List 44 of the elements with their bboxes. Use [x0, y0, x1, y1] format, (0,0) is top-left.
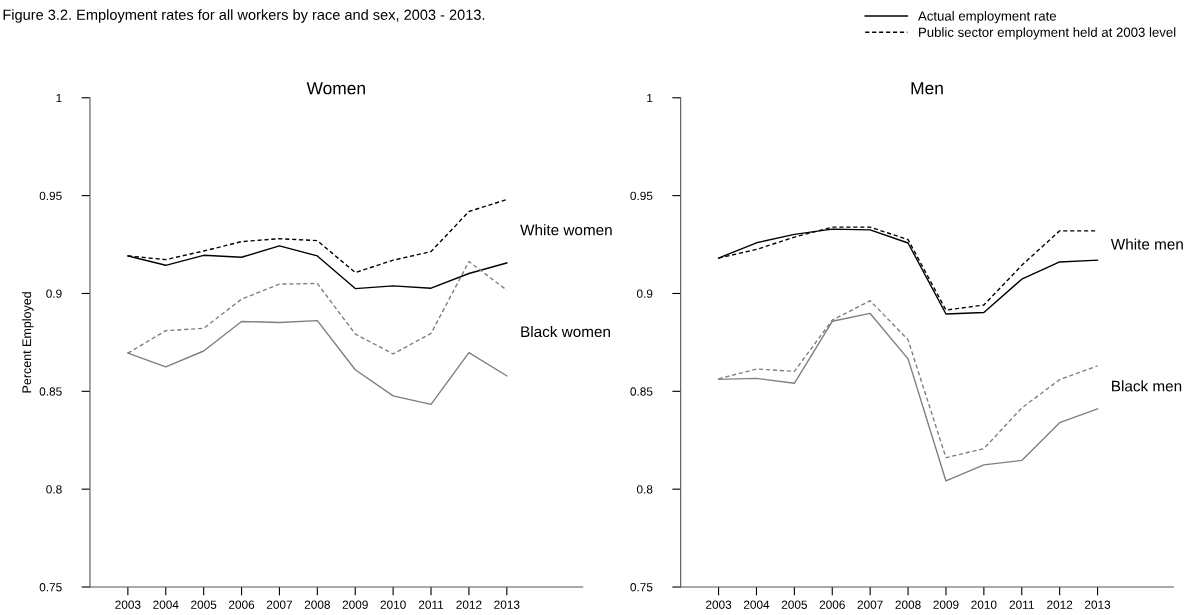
- series-label: White men: [1110, 238, 1183, 250]
- y-tick-label: 0.95: [630, 191, 653, 201]
- text: Black women: [521, 325, 610, 338]
- y-tick-label: 0.85: [630, 387, 653, 396]
- x-tick-label: 2008: [304, 600, 330, 609]
- x-tick-label: 2004: [743, 600, 770, 609]
- y-tick-label: 0.8: [636, 485, 653, 494]
- y-tick-label: 1: [647, 93, 653, 103]
- text: Public sector employment held at 2003 level: [919, 27, 1176, 40]
- x-tick-label: 2012: [1047, 600, 1073, 609]
- x-tick-label: 2013: [1085, 600, 1111, 609]
- chart-title: Men: [911, 82, 943, 95]
- x-tick-label: 2006: [229, 600, 255, 609]
- series-label: Black men: [1112, 380, 1182, 392]
- x-tick-label: 2003: [706, 600, 732, 609]
- x-tick-label: 2007: [266, 600, 292, 609]
- chart-title: Women: [306, 82, 365, 95]
- x-tick-label: 2010: [380, 600, 406, 609]
- x-tick-label: 2003: [115, 600, 141, 609]
- x-tick-label: 2008: [895, 600, 921, 609]
- x-tick-label: 2011: [418, 600, 444, 609]
- y-tick-label: 0.75: [630, 583, 653, 592]
- x-tick-label: 2006: [819, 600, 845, 609]
- y-tick-label: 0.75: [39, 583, 62, 592]
- y-tick-label: 0.9: [636, 289, 653, 298]
- x-tick-label: 2009: [933, 600, 959, 609]
- y-tick-label: 0.8: [46, 485, 62, 494]
- text: White women: [520, 224, 612, 236]
- x-tick-label: 2011: [1009, 600, 1034, 609]
- x-tick-label: 2005: [191, 600, 217, 609]
- y-tick-label: 0.9: [46, 289, 62, 298]
- caption: Figure 3.2. Employment rates for all workers by race and sex, 2003 - 2013.: [3, 9, 485, 23]
- y-tick-label: 0.85: [39, 387, 62, 396]
- x-tick-label: 2012: [456, 600, 482, 609]
- x-tick-label: 2007: [857, 600, 883, 609]
- x-tick-label: 2013: [494, 600, 520, 609]
- y-axis-title: Percent Employed: [22, 292, 34, 393]
- text: Actual employment rate: [918, 10, 1056, 24]
- y-tick-label: 1: [56, 93, 62, 103]
- y-tick-label: 0.95: [39, 191, 62, 201]
- x-tick-label: 2010: [971, 600, 997, 609]
- x-tick-label: 2004: [153, 600, 179, 609]
- x-tick-label: 2009: [342, 600, 368, 609]
- x-tick-label: 2005: [781, 600, 808, 609]
